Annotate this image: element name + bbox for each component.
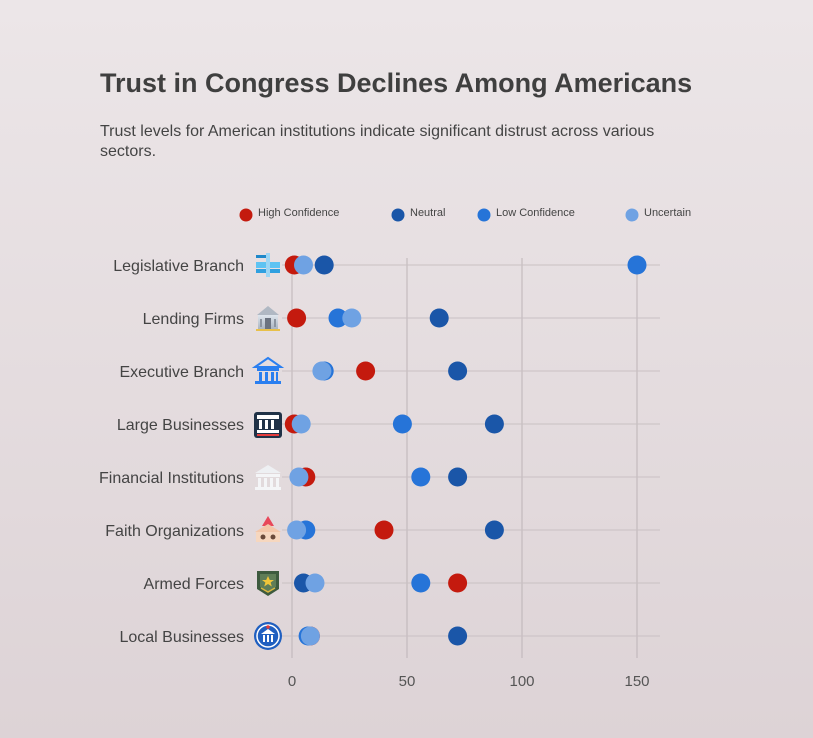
legend-label-neutral: Neutral — [410, 207, 445, 219]
military-badge-icon — [257, 571, 279, 596]
local-shop-icon — [254, 622, 282, 650]
dot-uncertain-faith-organizations — [287, 520, 307, 540]
dot-neutral-executive-branch — [448, 361, 468, 381]
classical-building-icon — [251, 356, 285, 384]
x-axis: 0 50 100 150 — [288, 673, 650, 690]
dot-uncertain-armed-forces — [305, 573, 325, 593]
x-tick-label: 0 — [288, 673, 296, 690]
category-label-executive-branch: Executive Branch — [119, 364, 244, 381]
dot-neutral-large-businesses — [484, 414, 504, 434]
dot-high-confidence-executive-branch — [356, 361, 376, 381]
category-label-armed-forces: Armed Forces — [144, 576, 244, 593]
legend-marker-uncertain — [625, 208, 639, 222]
dot-high-confidence-faith-organizations — [374, 520, 394, 540]
dot-uncertain-large-businesses — [291, 414, 311, 434]
legend-label-uncertain: Uncertain — [644, 207, 691, 219]
dot-neutral-legislative-branch — [314, 255, 334, 275]
dot-uncertain-financial-institutions — [289, 467, 309, 487]
category-label-lending-firms: Lending Firms — [143, 311, 244, 328]
dot-neutral-faith-organizations — [484, 520, 504, 540]
legend-marker-high-confidence — [239, 208, 253, 222]
institution-icon — [254, 412, 282, 438]
chart-subtitle: Trust levels for American institutions i… — [100, 123, 655, 160]
category-label-local-businesses: Local Businesses — [119, 629, 244, 646]
dot-low-confidence-lending-firms — [328, 308, 348, 328]
x-tick-label: 100 — [509, 673, 534, 690]
columns-building-icon — [255, 465, 281, 490]
category-label-financial-institutions: Financial Institutions — [99, 470, 244, 487]
dot-uncertain-executive-branch — [312, 361, 332, 381]
x-tick-label: 150 — [624, 673, 649, 690]
dot-neutral-financial-institutions — [448, 467, 468, 487]
x-tick-label: 50 — [399, 673, 416, 690]
dot-high-confidence-armed-forces — [448, 573, 468, 593]
bank-icon — [256, 306, 280, 331]
dot-neutral-lending-firms — [429, 308, 449, 328]
legend-label-low-confidence: Low Confidence — [496, 207, 575, 219]
category-label-legislative-branch: Legislative Branch — [113, 258, 244, 275]
category-label-large-businesses: Large Businesses — [117, 417, 244, 434]
category-rows: Legislative Branch Lending Firms Executive… — [99, 258, 660, 646]
data-points — [284, 255, 647, 646]
dot-uncertain-local-businesses — [300, 626, 320, 646]
place-of-worship-icon — [255, 516, 281, 542]
dot-neutral-local-businesses — [448, 626, 468, 646]
legend-marker-low-confidence — [477, 208, 491, 222]
dot-uncertain-lending-firms — [342, 308, 362, 328]
dot-low-confidence-armed-forces — [411, 573, 431, 593]
chart-title: Trust in Congress Declines Among America… — [100, 68, 693, 98]
legend: High Confidence Neutral Low Confidence Unce… — [239, 207, 691, 222]
dot-low-confidence-financial-institutions — [411, 467, 431, 487]
legend-marker-neutral — [391, 208, 405, 222]
government-building-icon — [256, 253, 280, 277]
dot-uncertain-legislative-branch — [294, 255, 313, 275]
dot-high-confidence-lending-firms — [287, 308, 307, 328]
dot-low-confidence-legislative-branch — [627, 255, 647, 275]
dot-low-confidence-large-businesses — [392, 414, 412, 434]
legend-label-high-confidence: High Confidence — [258, 207, 339, 219]
category-label-faith-organizations: Faith Organizations — [105, 523, 244, 540]
